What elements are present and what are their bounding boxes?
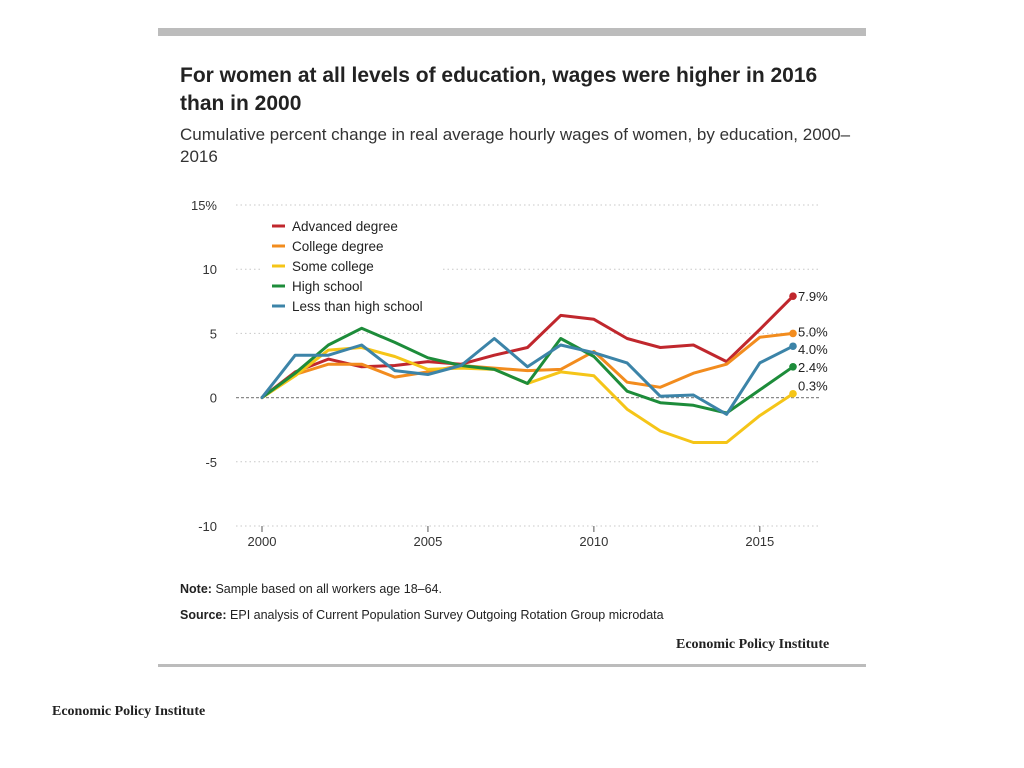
- y-tick-label: -10: [198, 519, 217, 534]
- series-end-point: [789, 292, 797, 300]
- series-line-college-degree: [260, 331, 795, 400]
- series-end-point: [789, 362, 797, 371]
- chart-subtitle: Cumulative percent change in real averag…: [180, 125, 851, 166]
- note-label: Note:: [180, 582, 212, 596]
- series-end-point: [789, 389, 797, 398]
- legend-label: College degree: [292, 239, 384, 254]
- legend-background: [262, 214, 442, 318]
- x-tick-label: 2000: [248, 534, 277, 549]
- series-end-label: 0.3%: [798, 379, 828, 394]
- series-line-less-than-high-school: [260, 337, 795, 416]
- y-tick-label: -5: [205, 455, 217, 470]
- bottom-rule: [158, 664, 866, 667]
- x-tick-label: 2015: [745, 534, 774, 549]
- series-end-label: 4.0%: [798, 342, 828, 357]
- legend-label: Some college: [292, 259, 374, 274]
- chart-title: For women at all levels of education, wa…: [180, 64, 818, 115]
- series-end-point: [789, 342, 797, 351]
- slide-footer-credit: Economic Policy Institute: [52, 704, 206, 719]
- series-end-point: [789, 329, 797, 338]
- source-text: EPI analysis of Current Population Surve…: [230, 608, 664, 622]
- top-rule: [158, 28, 866, 36]
- series-end-label: 7.9%: [798, 289, 828, 304]
- x-tick-label: 2010: [579, 534, 608, 549]
- x-tick-label: 2005: [413, 534, 442, 549]
- note-line: Note: Sample based on all workers age 18…: [180, 582, 442, 596]
- y-tick-label: 10: [203, 262, 217, 277]
- note-text: Sample based on all workers age 18–64.: [215, 582, 442, 596]
- y-tick-label: 15%: [191, 198, 217, 213]
- legend-label: High school: [292, 279, 363, 294]
- series-line-high-school: [260, 326, 795, 415]
- epi-credit: Economic Policy Institute: [676, 637, 830, 652]
- legend-label: Less than high school: [292, 299, 423, 314]
- source-label: Source:: [180, 608, 227, 622]
- legend-label: Advanced degree: [292, 219, 398, 234]
- source-line: Source: EPI analysis of Current Populati…: [180, 608, 664, 622]
- y-tick-label: 5: [210, 326, 217, 341]
- series-end-label: 2.4%: [798, 360, 828, 375]
- y-tick-label: 0: [210, 391, 217, 406]
- series-end-label: 5.0%: [798, 324, 828, 339]
